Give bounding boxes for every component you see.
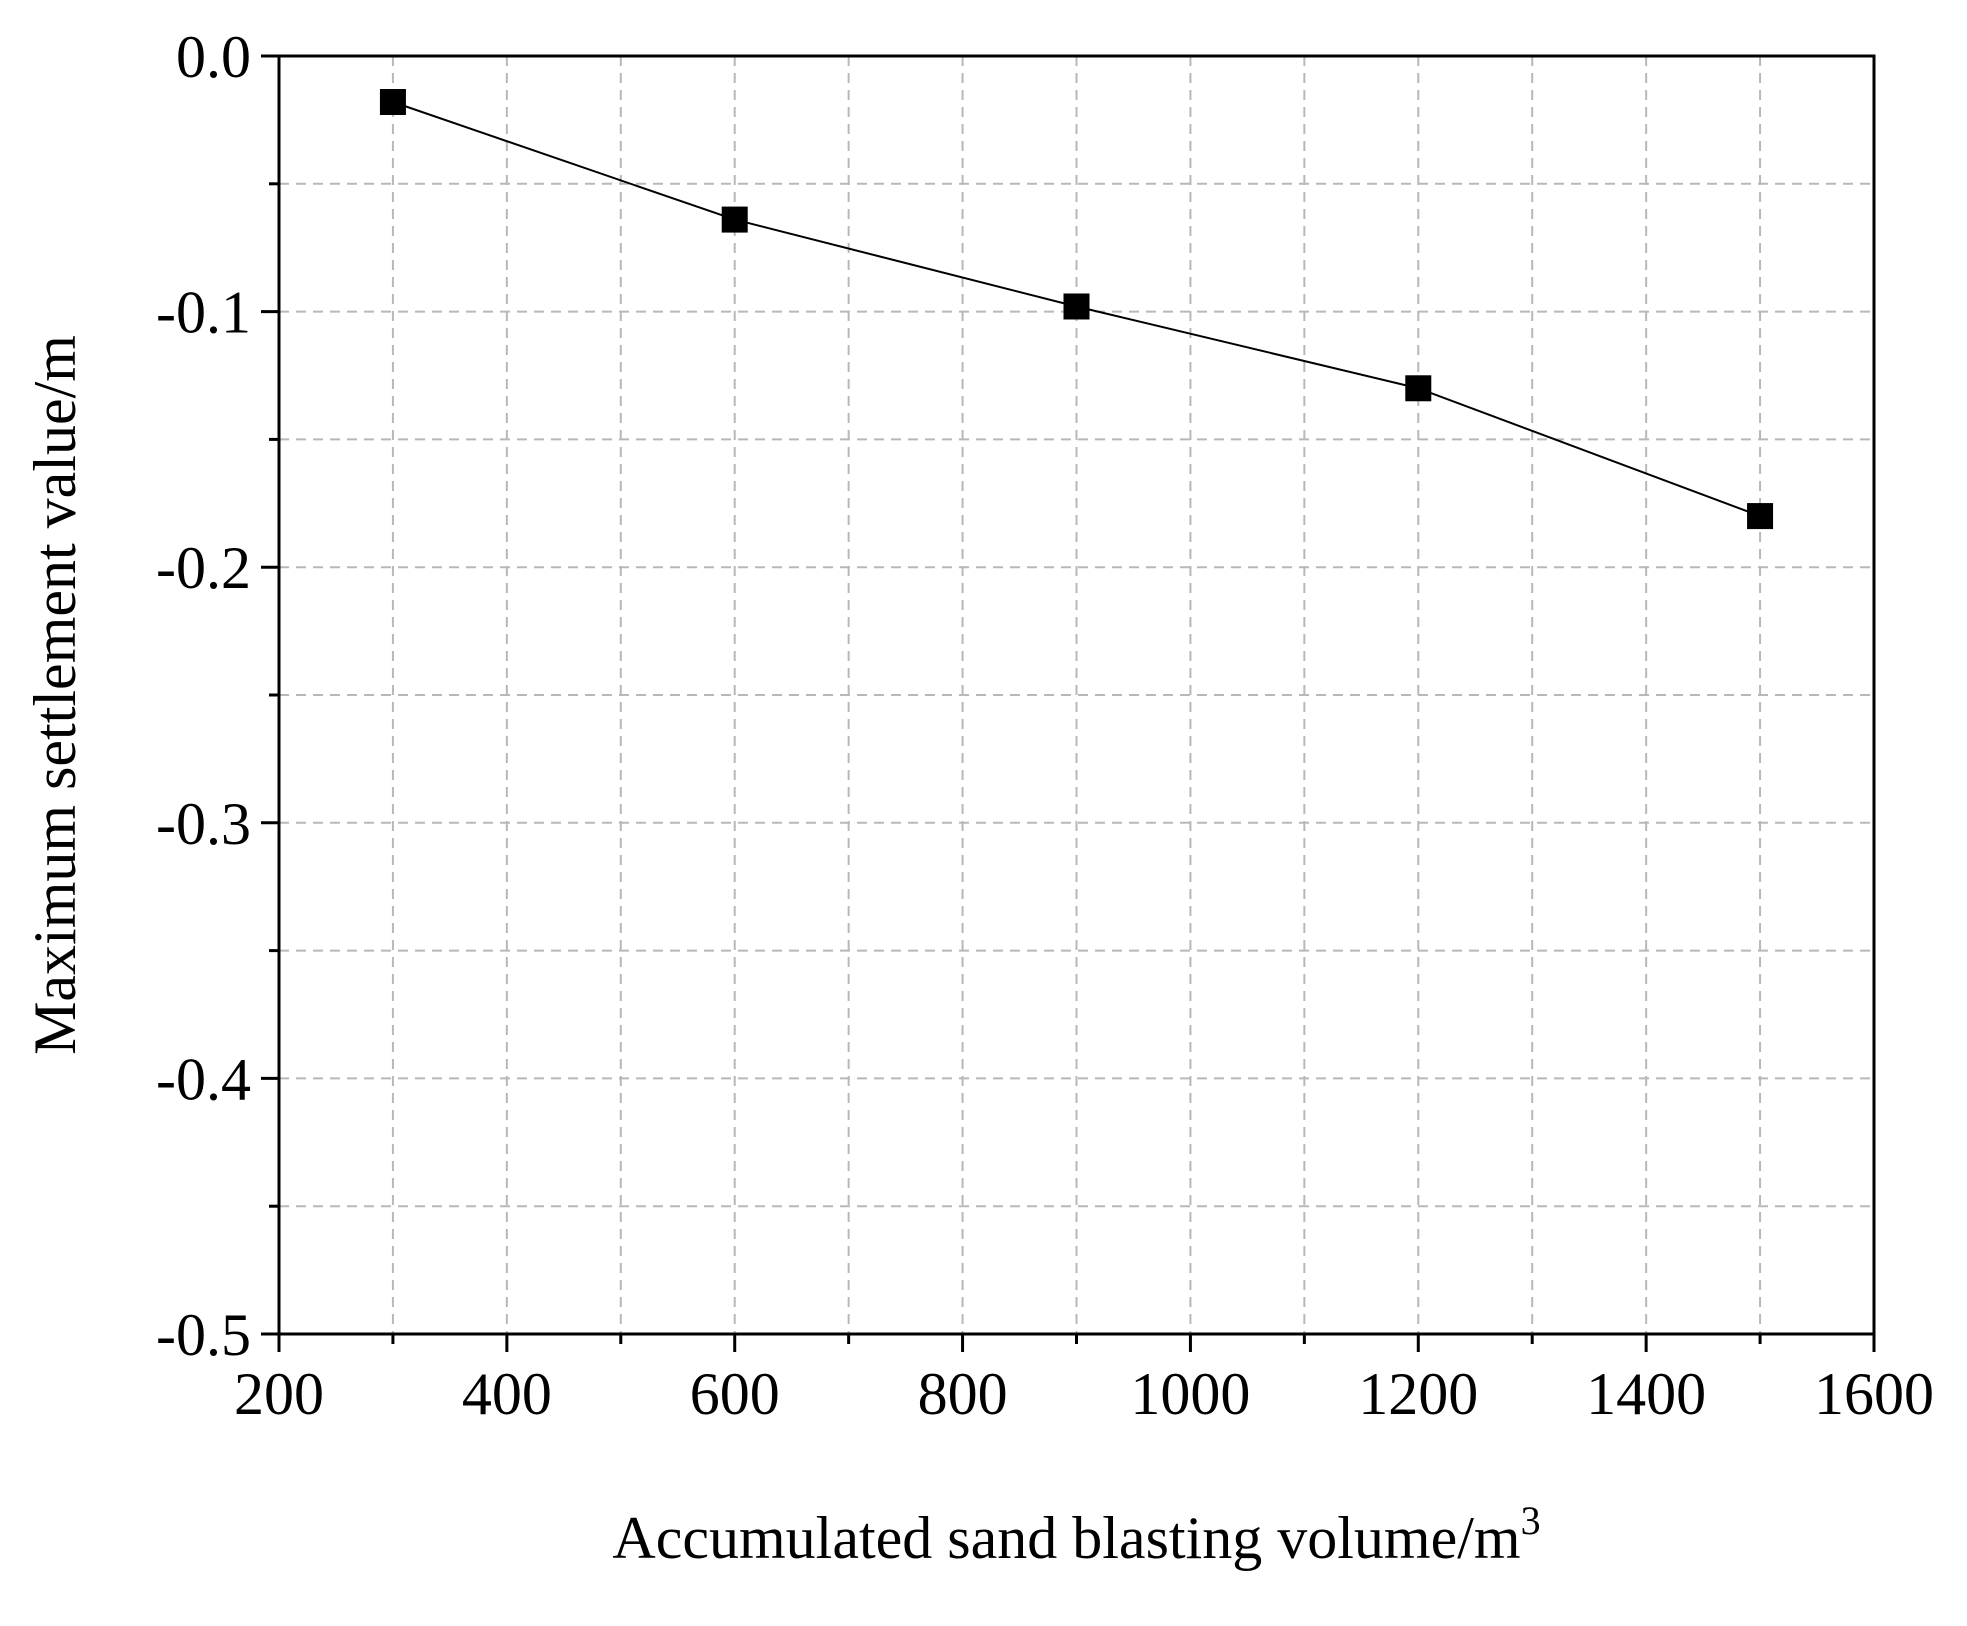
x-axis-title: Accumulated sand blasting volume/m3 [612, 1498, 1540, 1571]
x-tick-label: 200 [234, 1361, 324, 1427]
x-tick-labels: 200 400 600 800 1000 1200 1400 1600 [234, 1361, 1934, 1427]
data-point-marker [379, 89, 406, 116]
y-tick-label: -0.2 [156, 535, 251, 601]
data-point-marker [721, 206, 748, 233]
y-axis-title: Maximum settlement value/m [22, 335, 88, 1055]
grid [279, 56, 1874, 1334]
data-series [379, 89, 1774, 530]
y-tick-label: -0.5 [156, 1302, 251, 1368]
x-tick-label: 1000 [1130, 1361, 1250, 1427]
data-point-marker [1747, 503, 1774, 530]
x-axis-title-superscript: 3 [1521, 1498, 1541, 1543]
y-tick-label: -0.1 [156, 280, 251, 346]
x-tick-label: 1400 [1586, 1361, 1706, 1427]
axis-ticks [261, 54, 1876, 1352]
x-tick-label: 400 [462, 1361, 552, 1427]
y-tick-label: 0.0 [176, 24, 251, 90]
x-tick-label: 1600 [1814, 1361, 1934, 1427]
data-point-marker [1063, 293, 1090, 320]
plot-frame [277, 54, 1876, 1336]
x-axis-title-text: Accumulated sand blasting volume/m [612, 1505, 1520, 1571]
x-tick-label: 800 [918, 1361, 1008, 1427]
y-tick-labels: 0.0 -0.1 -0.2 -0.3 -0.4 -0.5 [156, 24, 251, 1368]
x-tick-label: 1200 [1358, 1361, 1478, 1427]
data-point-marker [1405, 375, 1432, 402]
x-tick-label: 600 [690, 1361, 780, 1427]
y-tick-label: -0.3 [156, 791, 251, 857]
y-tick-label: -0.4 [156, 1046, 251, 1112]
